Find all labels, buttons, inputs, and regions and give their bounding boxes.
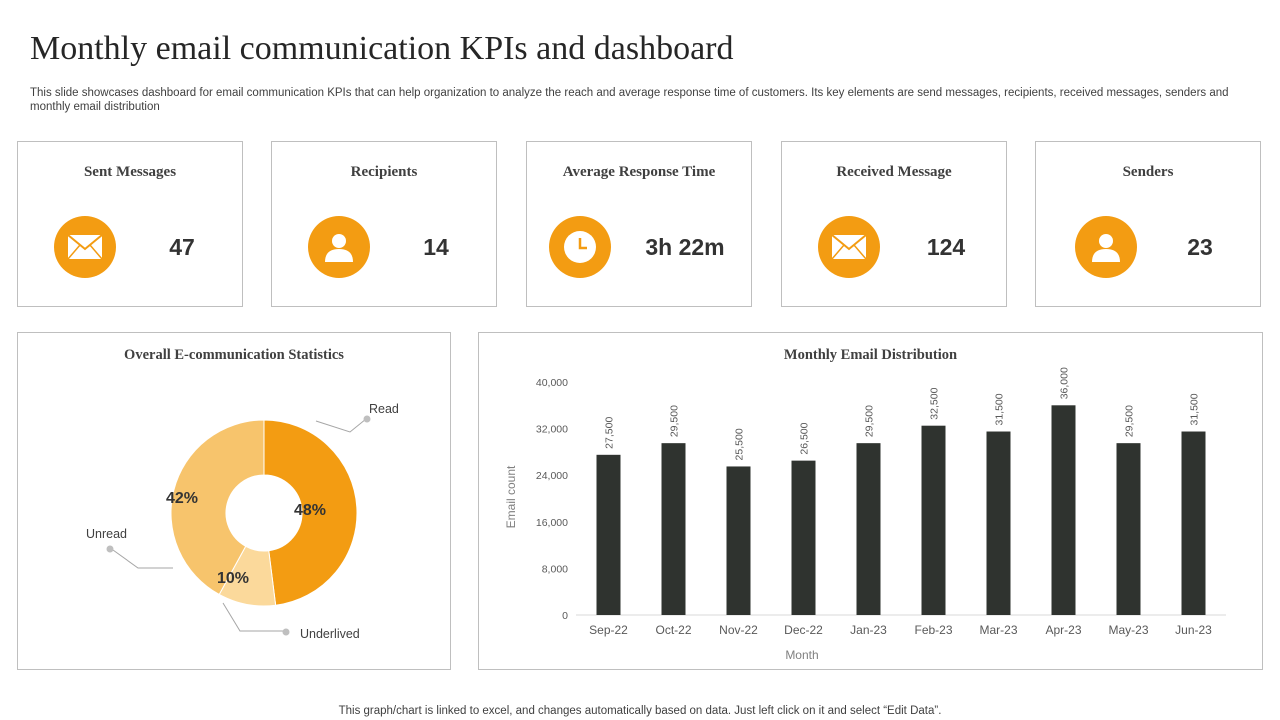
bar-Dec-22: [791, 460, 816, 615]
kpi-value: 3h 22m: [645, 234, 725, 260]
clock-icon: [549, 216, 611, 278]
x-tick-label: Apr-23: [1045, 623, 1081, 637]
slice-label-read: 48%: [294, 502, 326, 519]
slice-label-unread: 42%: [166, 490, 198, 507]
bar-value-label: 32,500: [929, 387, 941, 419]
kpi-value: 14: [423, 234, 449, 260]
x-tick-label: Jan-23: [850, 623, 887, 637]
kpi-card-average-response-time: Average Response Time 3h 22m: [526, 141, 752, 307]
bar-May-23: [1116, 443, 1141, 615]
bar-value-label: 25,500: [734, 428, 746, 460]
bar-value-label: 29,500: [1124, 405, 1136, 437]
donut-chart-title: Overall E-communication Statistics: [124, 347, 344, 363]
x-tick-label: Oct-22: [655, 623, 691, 637]
user-icon: [308, 216, 370, 278]
y-tick-label: 8,000: [542, 563, 568, 575]
kpi-label: Received Message: [836, 164, 952, 180]
bar-Sep-22: [596, 454, 621, 615]
y-tick-label: 0: [562, 610, 568, 622]
y-tick-label: 16,000: [536, 517, 568, 529]
kpi-card-recipients: Recipients 14: [271, 141, 497, 307]
x-tick-label: Nov-22: [719, 623, 758, 637]
footer-note: This graph/chart is linked to excel, and…: [338, 705, 942, 717]
x-tick-label: Jun-23: [1175, 623, 1212, 637]
bar-value-label: 29,500: [669, 405, 681, 437]
x-tick-label: Sep-22: [589, 623, 628, 637]
monthly-email-distribution-panel: Monthly Email Distribution 0 8,000 16,000 2…: [478, 332, 1263, 670]
donut-slice-read: [263, 419, 358, 606]
bar-value-label: 26,500: [799, 422, 811, 454]
bar-value-label: 31,500: [994, 393, 1006, 425]
x-tick-label: May-23: [1108, 623, 1148, 637]
x-tick-label: Mar-23: [979, 623, 1017, 637]
legend-label-read: Read: [369, 402, 399, 416]
kpi-label: Recipients: [350, 164, 418, 180]
bar-Apr-23: [1051, 405, 1076, 615]
x-axis-label: Month: [785, 648, 818, 662]
donut-slice-unread: [170, 419, 265, 596]
bar-Oct-22: [661, 443, 686, 615]
page-subtitle: This slide showcases dashboard for email…: [30, 87, 1229, 113]
envelope-icon: [54, 216, 116, 278]
kpi-label: Sent Messages: [83, 164, 177, 180]
user-icon: [1075, 216, 1137, 278]
y-axis-label: Email count: [504, 465, 518, 528]
kpi-card-sent-messages: Sent Messages 47: [17, 141, 243, 307]
bar-chart: 0 8,000 16,000 24,000 32,000 40,000 27,500 29,…: [504, 367, 1226, 662]
y-tick-label: 32,000: [536, 424, 568, 436]
legend-label-underlived: Underlived: [300, 627, 360, 641]
x-tick-label: Dec-22: [784, 623, 823, 637]
bar-Jan-23: [856, 443, 881, 615]
x-tick-label: Feb-23: [914, 623, 952, 637]
leader-lines: [106, 415, 371, 636]
bar-value-label: 31,500: [1189, 393, 1201, 425]
envelope-icon: [818, 216, 880, 278]
donut-chart: Read Unread Underlived 48% 10% 42%: [86, 402, 399, 641]
bar-Mar-23: [986, 431, 1011, 615]
kpi-value: 23: [1187, 234, 1213, 260]
bar-chart-title: Monthly Email Distribution: [783, 347, 958, 363]
slice-label-underlived: 10%: [217, 570, 249, 587]
e-communication-statistics-panel: Overall E-communication Statistics Read …: [17, 332, 451, 670]
kpi-value: 47: [169, 234, 195, 260]
bar-value-label: 36,000: [1059, 367, 1071, 399]
bar-Feb-23: [921, 425, 946, 615]
bar-Nov-22: [726, 466, 751, 615]
kpi-label: Average Response Time: [562, 164, 716, 180]
bar-Jun-23: [1181, 431, 1206, 615]
kpi-value: 124: [926, 234, 966, 260]
kpi-card-senders: Senders 23: [1035, 141, 1261, 307]
bar-value-label: 27,500: [604, 417, 616, 449]
legend-label-unread: Unread: [86, 527, 127, 541]
y-tick-label: 40,000: [536, 377, 568, 389]
y-tick-label: 24,000: [536, 470, 568, 482]
kpi-card-received-message: Received Message 124: [781, 141, 1007, 307]
bar-value-label: 29,500: [864, 405, 876, 437]
kpi-label: Senders: [1122, 164, 1174, 180]
page-title: Monthly email communication KPIs and das…: [30, 30, 734, 67]
